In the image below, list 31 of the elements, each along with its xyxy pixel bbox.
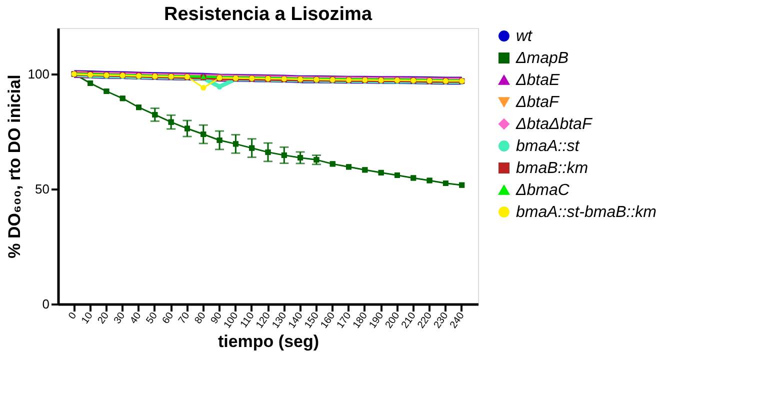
legend-label: ΔbmaC xyxy=(515,182,570,199)
x-tick-label: 70 xyxy=(176,310,192,326)
y-tick-label: 50 xyxy=(35,182,50,196)
legend-label: ΔbtaF xyxy=(515,94,560,111)
x-tick-label: 200 xyxy=(384,310,402,331)
legend-label: bmaB::km xyxy=(516,160,588,177)
x-tick-label: 100 xyxy=(222,310,241,331)
legend-label: bmaA::st xyxy=(516,138,580,155)
x-tick-label: 240 xyxy=(448,310,468,331)
x-tick-label: 60 xyxy=(160,310,176,326)
x-tick-label: 80 xyxy=(192,310,209,326)
x-tick-label: 90 xyxy=(209,310,225,326)
legend-label: ΔbtaΔbtaF xyxy=(515,116,593,133)
x-tick-label: 140 xyxy=(286,310,306,331)
legend-label: wt xyxy=(516,28,533,45)
y-tick-label: 0 xyxy=(42,296,50,312)
legend-label: bmaA::st-bmaB::km xyxy=(516,204,656,221)
x-tick-label: 40 xyxy=(128,310,144,326)
y-tick-label: 100 xyxy=(28,66,50,82)
y-axis-title: % DO₆₀₀, rto DO inicial xyxy=(4,74,24,258)
x-tick-label: 10 xyxy=(80,310,96,326)
x-tick-label: 30 xyxy=(112,310,128,326)
x-tick-label: 20 xyxy=(96,310,112,326)
legend-label: ΔmapB xyxy=(515,50,569,67)
x-tick-label: 50 xyxy=(144,310,160,326)
x-tick-label: 230 xyxy=(432,310,451,331)
x-tick-label: 0 xyxy=(66,310,80,322)
legend-label: ΔbtaE xyxy=(515,72,560,89)
x-tick-label: 170 xyxy=(335,310,354,331)
x-axis-title: tiempo (seg) xyxy=(218,332,320,352)
chart-title: Resistencia a Lisozima xyxy=(164,4,372,25)
